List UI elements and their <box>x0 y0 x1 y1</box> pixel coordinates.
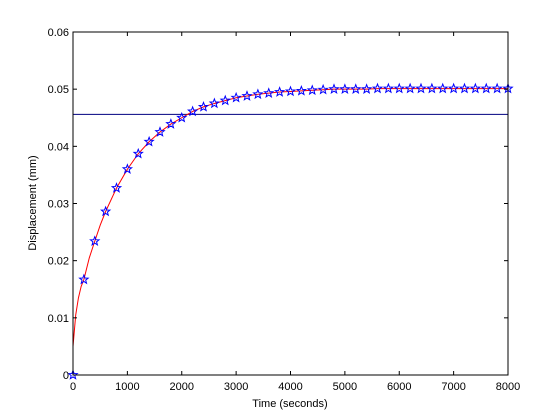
data-point-star <box>317 83 329 95</box>
data-point-star <box>328 83 340 94</box>
fit-curve-line <box>72 88 508 347</box>
series-layer <box>67 82 514 380</box>
data-point-star <box>274 86 286 97</box>
data-point-star <box>393 82 405 94</box>
data-point-star <box>187 105 199 117</box>
data-point-star <box>426 82 438 94</box>
x-tick-label: 1000 <box>115 381 139 393</box>
plot-area <box>73 32 508 375</box>
x-tick-label: 4000 <box>278 381 302 393</box>
data-point-star <box>67 369 79 380</box>
data-point-star <box>143 135 155 147</box>
x-axis-ticks: 0 1000 2000 3000 4000 5000 6000 7000 8000 <box>70 32 520 393</box>
data-point-star <box>100 205 112 217</box>
data-point-star <box>371 82 384 94</box>
data-point-star <box>404 82 416 94</box>
data-point-star <box>241 90 253 101</box>
x-tick-label: 2000 <box>170 381 194 393</box>
data-point-star <box>263 87 275 98</box>
data-point-star <box>78 273 90 285</box>
y-tick-label: 0.02 <box>48 256 69 268</box>
data-point-star <box>339 83 351 94</box>
data-point-star <box>415 82 427 94</box>
data-point-star <box>208 97 220 109</box>
data-point-star <box>154 126 166 137</box>
data-point-star <box>458 82 471 94</box>
data-point-star <box>89 235 101 247</box>
data-point-star <box>480 82 492 94</box>
y-tick-label: 0.01 <box>48 313 69 325</box>
data-point-star <box>121 163 133 174</box>
y-tick-label: 0.06 <box>48 27 69 39</box>
data-point-star <box>284 85 297 97</box>
y-axis-ticks: 0 0.01 0.02 0.03 0.04 0.05 0.06 <box>48 27 508 382</box>
data-point-star <box>361 83 373 94</box>
data-point-star <box>197 100 210 112</box>
x-tick-label: 3000 <box>224 381 248 393</box>
x-tick-label: 6000 <box>387 381 411 393</box>
data-point-star <box>382 82 394 94</box>
data-point-star <box>219 94 231 106</box>
data-point-star <box>176 111 188 123</box>
data-point-star <box>165 118 177 129</box>
data-point-star <box>110 182 123 193</box>
x-tick-label: 8000 <box>496 381 520 393</box>
y-tick-label: 0 <box>63 370 69 382</box>
y-tick-label: 0.05 <box>48 84 69 96</box>
data-point-star <box>306 84 318 96</box>
x-tick-label: 0 <box>70 381 76 393</box>
data-point-star <box>252 88 264 100</box>
y-tick-label: 0.03 <box>48 199 69 211</box>
x-axis-label: Time (seconds) <box>252 398 327 410</box>
data-point-star <box>491 82 503 94</box>
data-point-star <box>448 82 460 94</box>
y-tick-label: 0.04 <box>48 141 69 153</box>
x-tick-label: 7000 <box>441 381 465 393</box>
data-point-star <box>230 91 242 103</box>
data-point-star <box>295 84 307 96</box>
x-tick-label: 5000 <box>333 381 357 393</box>
data-point-star <box>350 83 362 94</box>
data-point-star <box>469 82 481 94</box>
y-axis-label: Displacement (mm) <box>27 155 39 250</box>
data-point-star <box>132 147 144 159</box>
data-point-star <box>437 82 449 94</box>
